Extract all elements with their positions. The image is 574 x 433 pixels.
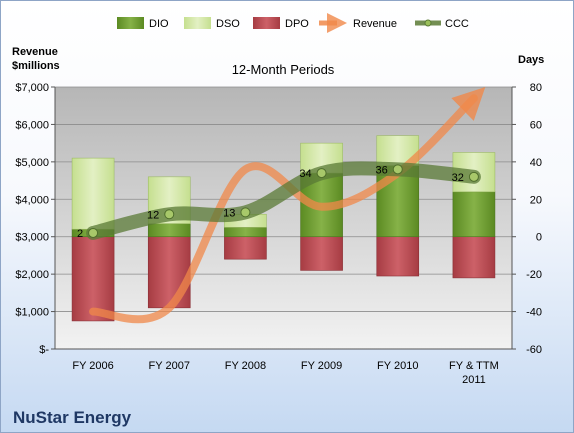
ccc-data-label: 36 [376, 164, 388, 176]
y-right-tick-label: 60 [530, 119, 542, 131]
x-tick-label: FY & TTM [449, 360, 499, 372]
ccc-point [240, 207, 251, 218]
y-right-tick-label: 40 [530, 157, 542, 169]
legend-label-dio: DIO [149, 18, 169, 30]
bar-dpo [376, 236, 420, 277]
ccc-point [316, 168, 327, 179]
ccc-line-path [86, 161, 481, 240]
x-tick-label: FY 2009 [301, 360, 342, 372]
y-right-tick-label: -40 [526, 307, 542, 319]
y-left-tick-labels: $- $1,000 $2,000 $3,000 $4,000 $5,000 $6,000 $7… [15, 82, 49, 356]
legend-label-dpo: DPO [285, 18, 309, 30]
y-left-tick-label: $6,000 [15, 119, 49, 131]
bar-dio [452, 191, 496, 238]
legend-swatch-ccc [415, 19, 441, 27]
y-right-tick-label: 0 [536, 232, 542, 244]
y-left-tick-label: $- [39, 344, 49, 356]
y-right-tick-labels: -60 -40 -20 0 20 40 60 80 [526, 82, 542, 356]
y-left-tick-label: $3,000 [15, 232, 49, 244]
x-tick-label: FY 2010 [377, 360, 418, 372]
ccc-data-label: 13 [223, 207, 235, 219]
company-name: NuStar Energy [13, 408, 132, 427]
ccc-data-label: 2 [77, 228, 83, 240]
legend-label-ccc: CCC [445, 18, 469, 30]
x-tick-label: FY 2007 [149, 360, 190, 372]
y-right-tick-label: 20 [530, 194, 542, 206]
y-left-label-line1: Revenue [12, 46, 58, 58]
y-right-tick-label: -60 [526, 344, 542, 356]
ccc-line: 2 12 13 34 36 32 [77, 161, 481, 240]
ccc-data-label: 34 [299, 168, 311, 180]
bar-dio [147, 223, 191, 238]
y-right-tick-label: 80 [530, 82, 542, 94]
bar-dpo [300, 236, 343, 271]
x-tick-label: FY 2008 [225, 360, 266, 372]
ccc-data-label: 32 [452, 172, 464, 184]
x-tick-labels: FY 2006 FY 2007 FY 2008 FY 2009 FY 2010 FY & … [72, 360, 498, 386]
y-left-tick-label: $7,000 [15, 82, 49, 94]
ccc-point [392, 164, 403, 175]
y-right-label: Days [518, 54, 544, 66]
ccc-point [88, 227, 99, 238]
ccc-point [164, 209, 175, 220]
bar-dio [224, 227, 267, 238]
ccc-point [468, 171, 479, 182]
y-left-tick-label: $1,000 [15, 307, 49, 319]
legend-swatch-dpo [253, 17, 280, 29]
y-right-tick-label: -20 [526, 269, 542, 281]
y-left-label-line2: $millions [12, 60, 60, 72]
chart-title: 12-Month Periods [232, 62, 335, 77]
legend-label-revenue: Revenue [353, 18, 397, 30]
ccc-data-label: 12 [147, 209, 159, 221]
y-left-tick-label: $4,000 [15, 194, 49, 206]
legend-swatch-dso [184, 17, 211, 29]
legend-swatch-dio [117, 17, 144, 29]
legend: DIO DSO DPO Revenue CCC [117, 13, 469, 33]
bar-dpo [147, 236, 191, 309]
x-tick-label: FY 2006 [72, 360, 113, 372]
y-left-tick-label: $2,000 [15, 269, 49, 281]
bar-dpo [224, 236, 267, 260]
y-left-tick-label: $5,000 [15, 157, 49, 169]
legend-label-dso: DSO [216, 18, 240, 30]
bar-dso [71, 157, 115, 230]
bar-dpo [452, 236, 496, 279]
x-tick-label: 2011 [462, 374, 486, 386]
bar-dpo [71, 236, 115, 322]
